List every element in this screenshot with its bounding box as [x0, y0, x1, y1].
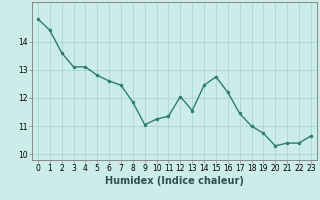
X-axis label: Humidex (Indice chaleur): Humidex (Indice chaleur)	[105, 176, 244, 186]
